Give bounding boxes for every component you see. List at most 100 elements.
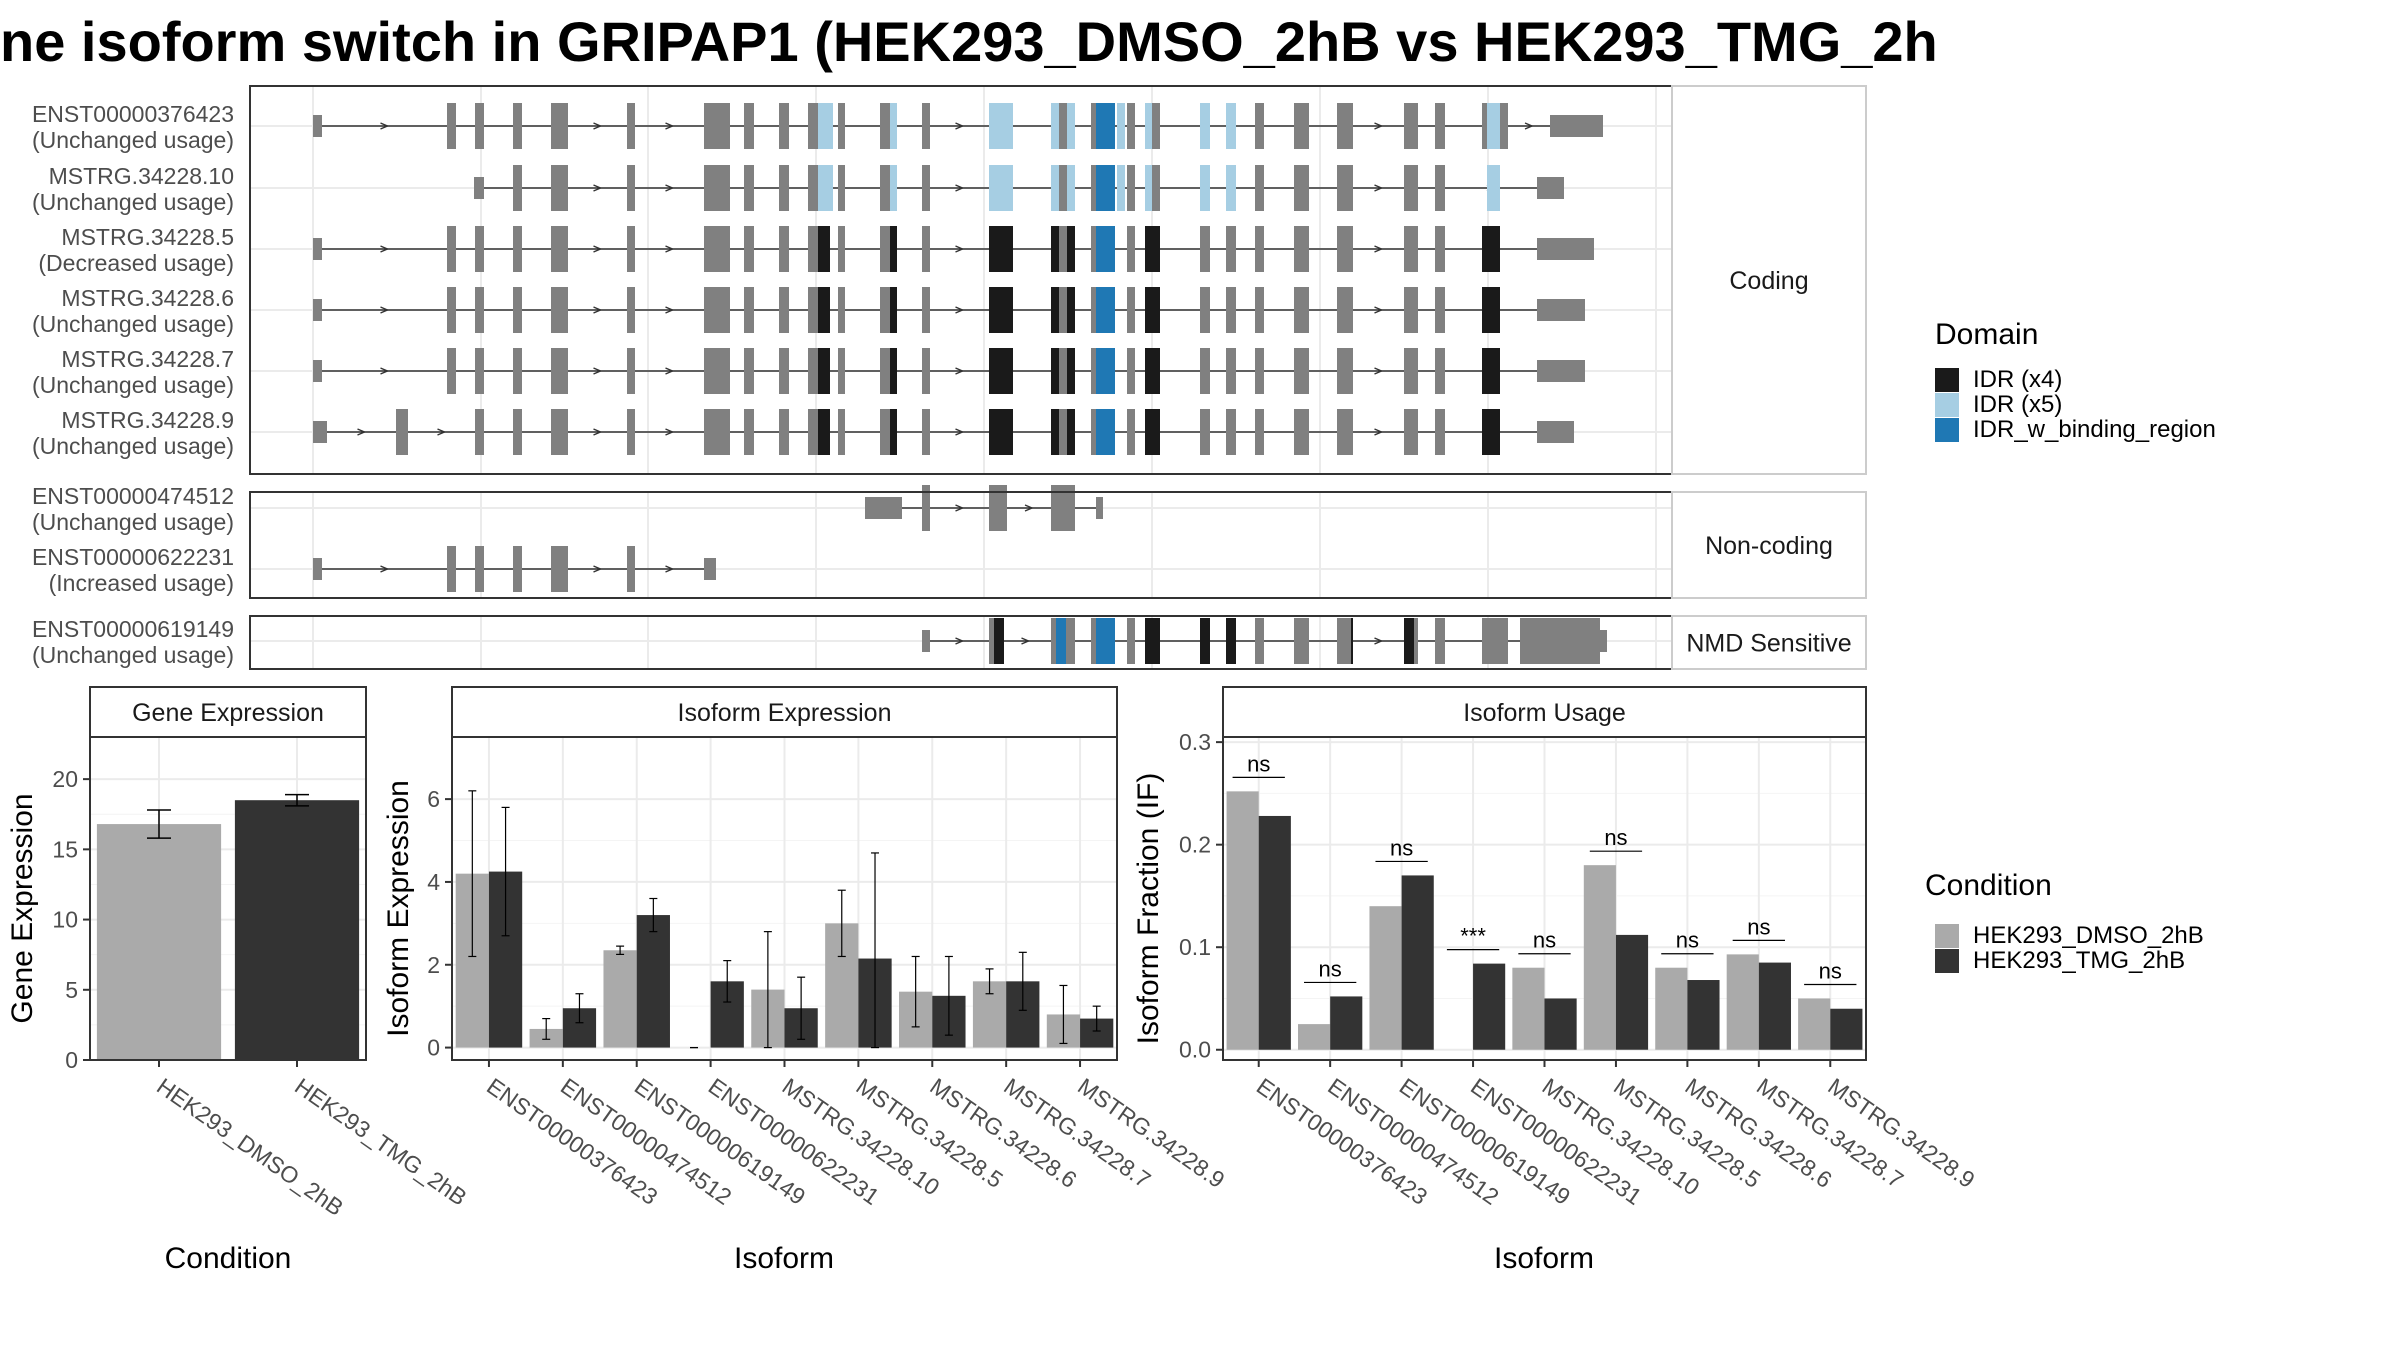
exon-block [779,103,789,149]
exon-block [779,409,789,455]
exon-block [838,226,845,272]
intron-arrow [665,306,675,314]
exon-block [551,226,568,272]
exon-block [1096,497,1103,519]
exon-block [838,287,845,333]
y-tick-label: 0.2 [1179,832,1211,858]
y-tick-label: 5 [65,977,78,1003]
exon-block [744,348,754,394]
exon-block [513,546,522,592]
domain-legend-swatch [1935,368,1959,392]
exon-block [1435,618,1445,664]
domain-block-idr-x4 [1051,226,1059,272]
exon-block [1337,348,1353,394]
structure-strip-label: NMD Sensitive [1686,630,1851,658]
exon-block [1404,165,1418,211]
exon-block [922,165,930,211]
exon-block [1127,226,1135,272]
condition-legend-swatch [1935,924,1959,948]
domain-block-idr-x4 [818,409,830,455]
exon-block [1404,103,1418,149]
isoform-name-label: ENST00000622231 [32,544,234,570]
intron-arrow [380,565,390,573]
exon-block [989,485,1007,531]
domain-block-idr-x4 [1067,287,1075,333]
significance-label: ns [1533,928,1556,953]
intron-arrow [1024,504,1034,512]
domain-block-idr-x5 [890,103,897,149]
bar [1544,998,1577,1050]
y-tick-label: 4 [427,869,440,895]
exon-block [779,348,789,394]
domain-legend-label: IDR_w_binding_region [1973,416,2216,443]
exon-block [704,165,730,211]
exon-block [1255,287,1264,333]
y-tick-label: 15 [52,836,78,862]
domain-block-idr-x5 [1487,103,1500,149]
exon-block [1294,618,1309,664]
domain-block-idr-x4 [818,287,830,333]
domain-block-idr-binding [1096,409,1115,455]
facet-strip-label: Isoform Usage [1463,699,1626,727]
exon-block [551,165,568,211]
intron-arrow [593,122,603,130]
isoform-usage-label: (Unchanged usage) [32,127,234,153]
exon-block [1537,299,1585,321]
structure-panel-background [250,492,1672,598]
exon-block [1255,409,1264,455]
exon-block [1404,226,1418,272]
intron-arrow [593,184,603,192]
intron-arrow [1374,637,1384,645]
domain-block-idr-x4 [1145,618,1160,664]
intron-arrow [593,428,603,436]
exon-block [1226,409,1236,455]
exon-block [447,546,456,592]
domain-block-idr-binding [1096,165,1115,211]
bar [1369,906,1402,1050]
exon-block [627,165,635,211]
bar [1298,1024,1331,1050]
structure-panel-non-coding: ENST00000474512(Unchanged usage) ENST0000… [32,483,1867,599]
domain-block-idr-x4 [1404,618,1414,664]
domain-block-idr-x5 [1067,103,1075,149]
intron-arrow [665,367,675,375]
bar [1798,998,1831,1050]
x-axis-title: Condition [165,1242,292,1275]
exon-block [313,360,322,382]
exon-block [513,348,522,394]
exon-block [1404,409,1418,455]
domain-block-idr-x5 [1145,103,1152,149]
exon-block [1337,103,1353,149]
x-axis-title: Isoform [734,1242,834,1275]
domain-block-idr-x4 [1145,409,1160,455]
intron-arrow [1524,122,1534,130]
isoform-usage-label: (Increased usage) [49,570,234,596]
exon-block [1404,348,1418,394]
significance-label: ns [1819,958,1842,983]
significance-label: ns [1390,835,1413,860]
domain-block-idr-x5 [1067,165,1075,211]
exon-block [1435,103,1445,149]
exon-block [1337,409,1353,455]
intron-arrow [1374,428,1384,436]
domain-block-idr-x4 [1482,287,1500,333]
exon-block [1482,618,1508,664]
bar [1512,967,1545,1050]
domain-block-idr-x4 [1051,287,1059,333]
domain-block-idr-x5 [989,165,1013,211]
domain-block-idr-x5 [989,103,1013,149]
significance-label: ns [1676,928,1699,953]
domain-block-idr-x4 [1351,618,1353,664]
domain-block-idr-binding [1056,618,1066,664]
exon-block [779,165,789,211]
exon-block [447,287,456,333]
domain-block-idr-x4 [890,226,897,272]
bar [1830,1008,1863,1050]
intron-arrow [1374,367,1384,375]
exon-block [1255,226,1264,272]
domain-block-idr-x4 [1145,226,1160,272]
facet-strip [451,686,1118,738]
isoform-usage-label: (Unchanged usage) [32,509,234,535]
exon-block [313,558,322,580]
